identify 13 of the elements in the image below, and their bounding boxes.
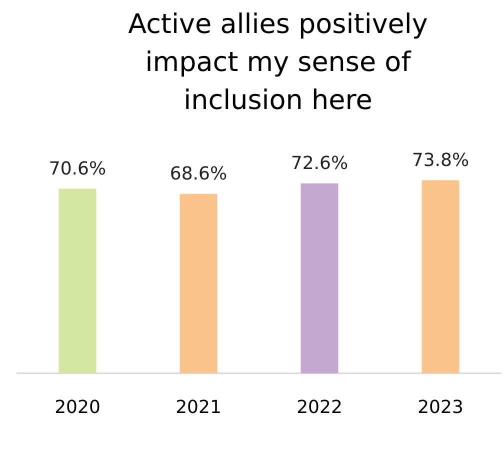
data-label: 73.8%	[412, 150, 470, 171]
data-label: 70.6%	[48, 158, 106, 180]
x-tick-label: 2021	[176, 396, 222, 418]
data-label: 68.6%	[170, 164, 228, 185]
data-label: 72.6%	[290, 153, 348, 174]
x-tick-label: 2023	[418, 396, 464, 418]
bar	[300, 183, 338, 374]
bar	[58, 188, 96, 374]
x-tick-label: 2022	[296, 396, 342, 418]
chart-title: Active allies positively impact my sense of inclusion here	[127, 8, 429, 118]
bar	[422, 180, 460, 374]
bar	[180, 194, 218, 374]
x-tick-label: 2020	[54, 396, 100, 418]
